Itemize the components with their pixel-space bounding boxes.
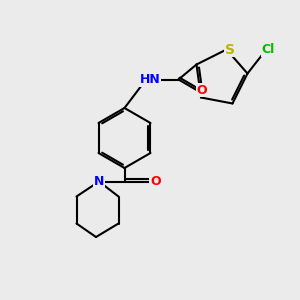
Text: N: N [94, 175, 104, 188]
Text: HN: HN [140, 73, 160, 86]
Text: Cl: Cl [262, 43, 275, 56]
Text: O: O [150, 175, 161, 188]
Text: S: S [225, 43, 235, 56]
Text: O: O [196, 83, 207, 97]
